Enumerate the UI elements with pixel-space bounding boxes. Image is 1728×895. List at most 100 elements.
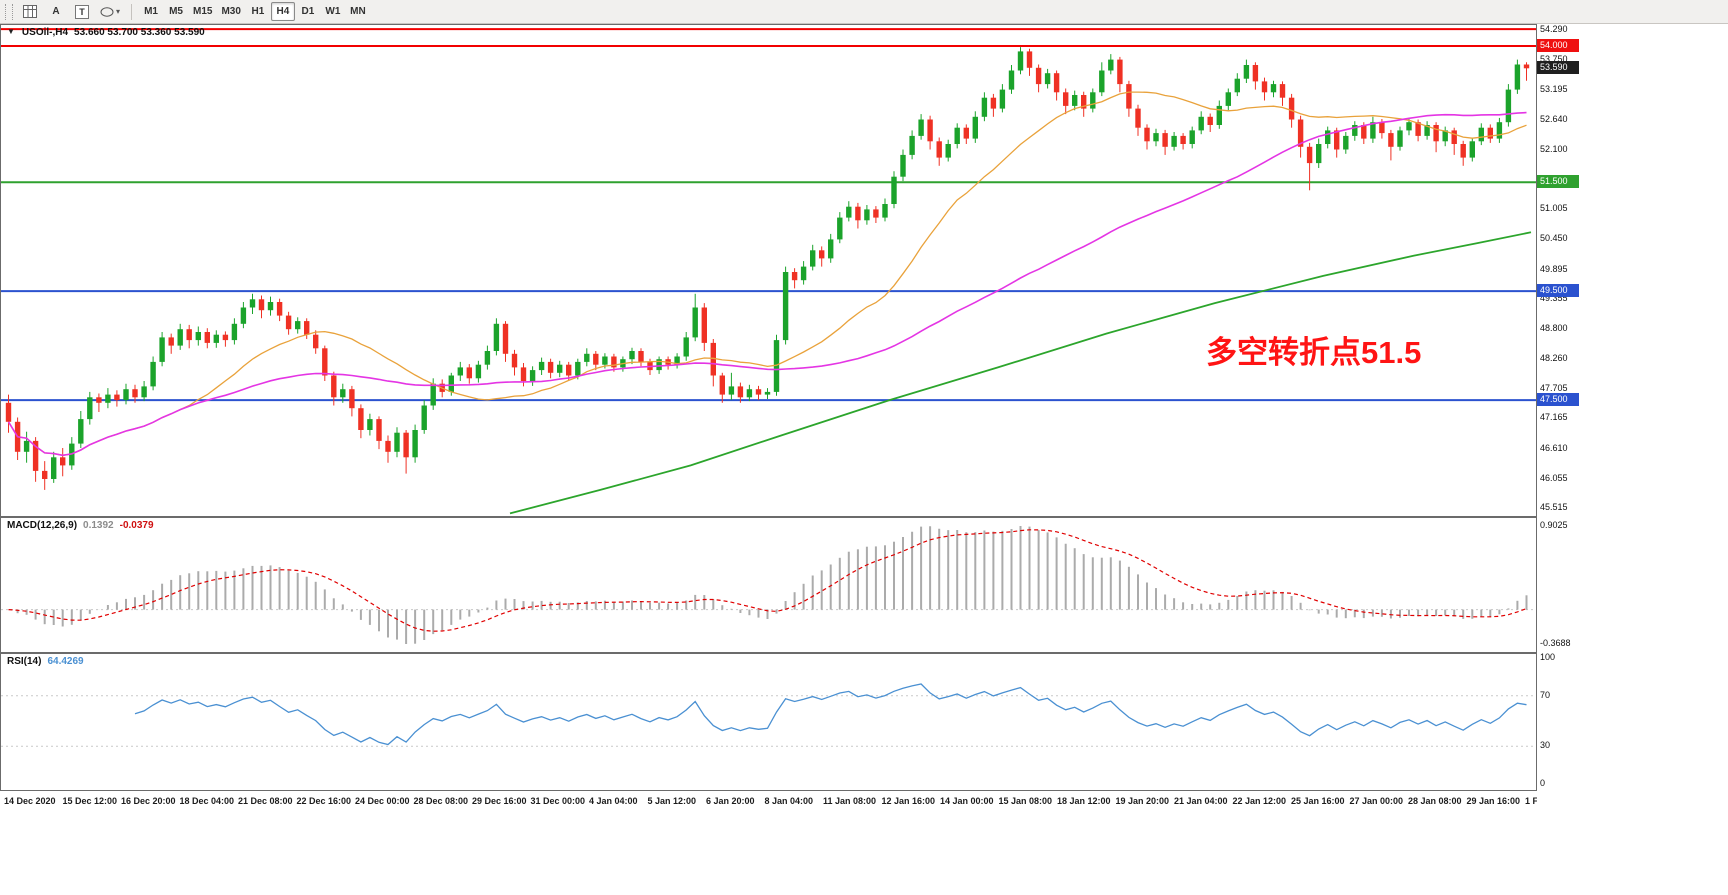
rsi-label-row: RSI(14) 64.4269 <box>7 656 84 667</box>
axis-tick: 70 <box>1540 689 1551 700</box>
rsi-svg[interactable] <box>1 654 1536 790</box>
rsi-value: 64.4269 <box>47 656 84 667</box>
axis-tick: 30 <box>1540 740 1551 751</box>
axis-tick: 51.005 <box>1540 203 1568 214</box>
text-tool-button[interactable]: A <box>44 2 68 21</box>
time-axis-label: 11 Jan 08:00 <box>823 796 877 806</box>
text-tool-label: A <box>52 6 60 17</box>
price-axis[interactable]: 54.290 53.750 53.195 52.640 52.100 51.005 50.4… <box>1537 24 1728 895</box>
time-axis-label: 14 Jan 00:00 <box>940 796 994 806</box>
time-axis-label: 6 Jan 20:00 <box>706 796 755 806</box>
chart-ohlc-values: 53.660 53.700 53.360 53.590 <box>74 27 205 38</box>
shapes-tool-button[interactable]: ▾ <box>96 2 124 21</box>
time-axis-label: 25 Jan 16:00 <box>1291 796 1345 806</box>
axis-tick: 48.800 <box>1540 323 1568 334</box>
time-axis-label: 4 Jan 04:00 <box>589 796 638 806</box>
time-axis[interactable]: 14 Dec 2020 15 Dec 12:00 16 Dec 20:00 18 De… <box>0 791 1680 813</box>
macd-svg[interactable] <box>1 518 1536 652</box>
chart-expander-icon[interactable]: ▼ <box>7 27 15 36</box>
text-label-tool-glyph: T <box>75 4 89 19</box>
time-axis-label: 21 Dec 08:00 <box>238 796 293 806</box>
time-axis-label: 28 Jan 08:00 <box>1408 796 1462 806</box>
chart-title: ▼ USOil-,H4 53.660 53.700 53.360 53.590 <box>7 27 205 38</box>
toolbar: A T ▾ M1 M5 M15 M30 H1 H4 D1 W1 MN <box>0 0 1728 24</box>
timeframe-button-M30[interactable]: M30 <box>221 6 241 17</box>
axis-tick: 53.195 <box>1540 83 1568 94</box>
time-axis-label: 31 Dec 00:00 <box>530 796 586 806</box>
axis-tick: 100 <box>1540 652 1556 662</box>
toolbar-separator <box>131 3 133 20</box>
ma-mid-line <box>7 111 1527 457</box>
time-axis-label: 15 Dec 12:00 <box>62 796 118 806</box>
time-axis-label: 18 Dec 04:00 <box>179 796 235 806</box>
main-chart-svg[interactable] <box>1 25 1536 516</box>
time-axis-label: 19 Jan 20:00 <box>1115 796 1170 806</box>
timeframe-toolbar: M1 M5 M15 M30 H1 H4 D1 W1 MN <box>139 2 370 21</box>
caret-down-icon: ▾ <box>116 7 121 16</box>
price-badge-49.500: 49.500 <box>1537 283 1579 297</box>
time-axis-label: 12 Jan 16:00 <box>881 796 936 806</box>
timeframe-button-D1[interactable]: D1 <box>301 6 315 17</box>
axis-tick: 54.290 <box>1540 24 1568 35</box>
axis-tick: 47.165 <box>1540 412 1568 423</box>
time-axis-label: 28 Dec 08:00 <box>413 796 469 806</box>
axis-tick: 47.705 <box>1540 382 1568 393</box>
chart-annotation[interactable]: 多空转折点51.5 <box>1206 335 1422 370</box>
grid-tool-button[interactable] <box>18 2 42 21</box>
time-axis-label: 5 Jan 12:00 <box>647 796 697 806</box>
axis-tick: 52.100 <box>1540 143 1568 154</box>
time-axis-label: 29 Dec 16:00 <box>472 796 527 806</box>
axis-tick: 49.895 <box>1540 263 1568 274</box>
macd-signal-value: -0.0379 <box>119 520 154 531</box>
axis-tick: 48.260 <box>1540 352 1568 363</box>
time-axis-label: 14 Dec 2020 <box>4 796 56 806</box>
axis-tick: 50.450 <box>1540 233 1568 244</box>
time-axis-label: 24 Dec 00:00 <box>355 796 410 806</box>
timeframe-button-W1[interactable]: W1 <box>325 6 341 17</box>
main-chart-panel[interactable]: ▼ USOil-,H4 53.660 53.700 53.360 53.590 … <box>0 24 1537 517</box>
toolbar-grip[interactable] <box>5 3 13 20</box>
axis-tick: 53.750 <box>1540 53 1568 64</box>
price-badge-54.000: 54.000 <box>1537 38 1579 52</box>
ellipse-icon <box>100 6 114 17</box>
time-axis-label: 18 Jan 12:00 <box>1057 796 1111 806</box>
candlesticks <box>5 47 1530 490</box>
macd-main-value: 0.1392 <box>83 520 114 531</box>
time-axis-label: 8 Jan 04:00 <box>764 796 814 806</box>
axis-tick: 45.515 <box>1540 502 1568 513</box>
axis-tick: 49.355 <box>1540 293 1568 303</box>
time-axis-label: 15 Jan 08:00 <box>998 796 1053 806</box>
macd-label: MACD(12,26,9) <box>7 520 78 531</box>
time-axis-label: 27 Jan 00:00 <box>1349 796 1404 806</box>
rsi-panel[interactable]: RSI(14) 64.4269 <box>0 653 1537 791</box>
timeframe-button-M5[interactable]: M5 <box>169 6 183 17</box>
timeframe-button-M15[interactable]: M15 <box>193 6 213 17</box>
macd-panel[interactable]: MACD(12,26,9) 0.1392 -0.0379 <box>0 517 1537 653</box>
timeframe-button-MN[interactable]: MN <box>350 6 366 17</box>
grid-icon <box>23 5 37 18</box>
chart-symbol: USOil-,H4 <box>21 27 69 38</box>
ma-slow-line <box>509 231 1532 515</box>
time-axis-label: 22 Dec 16:00 <box>296 796 352 806</box>
axis-tick: 46.610 <box>1540 442 1568 453</box>
rsi-label: RSI(14) <box>7 656 42 667</box>
timeframe-button-H4[interactable]: H4 <box>270 2 295 21</box>
time-axis-label: 21 Jan 04:00 <box>1174 796 1228 806</box>
price-badge-51.500: 51.500 <box>1537 174 1579 188</box>
price-badge-47.500: 47.500 <box>1537 392 1579 406</box>
price-badge-53.590: 53.590 <box>1537 60 1579 74</box>
time-axis-label: 16 Dec 20:00 <box>121 796 176 806</box>
timeframe-button-H1[interactable]: H1 <box>251 6 265 17</box>
axis-tick: 52.640 <box>1540 114 1568 125</box>
time-axis-label: 29 Jan 16:00 <box>1466 796 1521 806</box>
ma-fast-line <box>7 91 1527 456</box>
macd-label-row: MACD(12,26,9) 0.1392 -0.0379 <box>7 520 154 531</box>
timeframe-button-M1[interactable]: M1 <box>144 6 158 17</box>
macd-signal-line <box>8 529 1527 632</box>
text-label-tool-button[interactable]: T <box>70 2 94 21</box>
axis-tick: -0.3688 <box>1540 638 1571 648</box>
macd-histogram <box>16 526 1528 644</box>
axis-tick: 46.055 <box>1540 472 1568 483</box>
time-axis-label: 22 Jan 12:00 <box>1232 796 1287 806</box>
rsi-line <box>134 683 1527 746</box>
